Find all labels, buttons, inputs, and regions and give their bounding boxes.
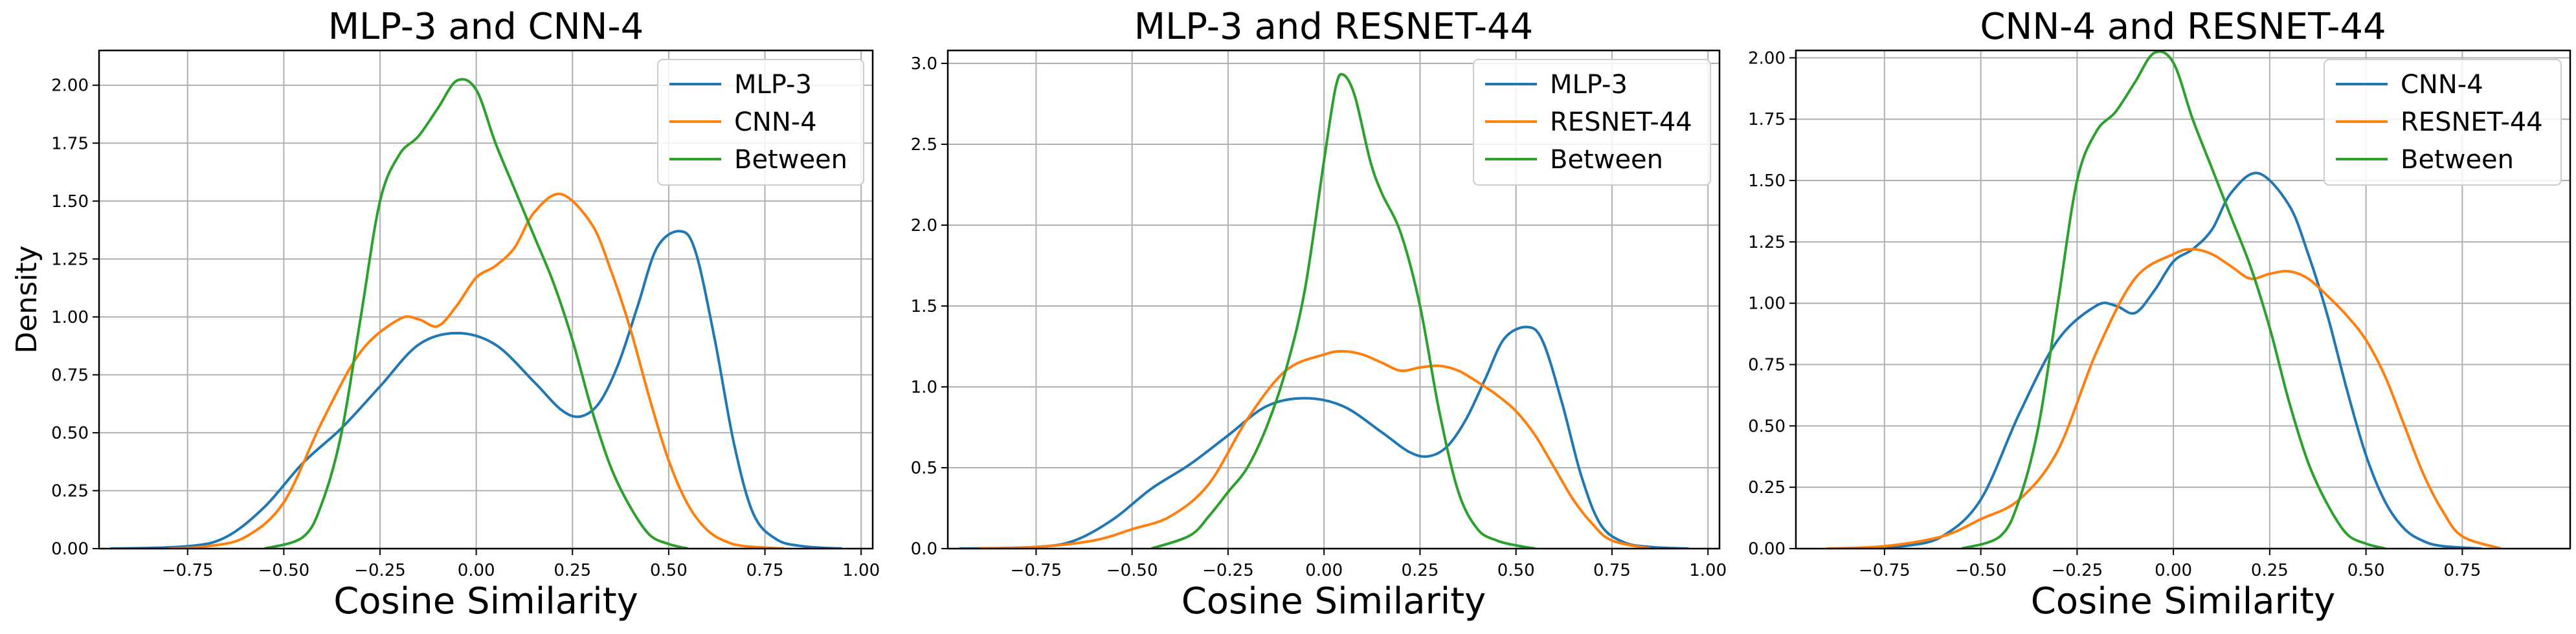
legend-label: MLP-3: [1550, 70, 1628, 100]
series-line: [1826, 248, 2502, 549]
y-tick-label: 0.25: [51, 481, 89, 501]
y-tick-label: 0.75: [1748, 356, 1786, 375]
x-tick-label: 0.50: [1497, 561, 1535, 580]
x-tick-label: −0.50: [1955, 561, 2007, 580]
x-tick-label: 0.25: [2251, 561, 2289, 580]
y-tick-label: 1.5: [911, 297, 937, 316]
x-tick-label: 0.00: [458, 561, 495, 580]
legend-label: Between: [2401, 145, 2514, 175]
series-line: [264, 78, 689, 549]
y-tick-label: 0.0: [911, 540, 937, 559]
y-tick-label: 1.50: [1748, 171, 1786, 191]
legend: MLP-3 CNN-4 Between: [657, 59, 864, 186]
y-axis-label: Density: [10, 245, 43, 353]
legend-label: CNN-4: [2401, 70, 2483, 100]
legend-label: CNN-4: [734, 107, 817, 137]
y-tick-label: 2.5: [911, 135, 937, 155]
legend-box: [1473, 59, 1711, 186]
x-tick-label: 0.75: [2443, 561, 2481, 580]
x-axis-label: Cosine Similarity: [2031, 580, 2336, 622]
y-tick-label: 0.00: [51, 540, 89, 559]
legend: CNN-4 RESNET-44 Between: [2324, 59, 2562, 186]
y-tick-label: 0.50: [51, 424, 89, 443]
x-tick-label: 0.00: [2155, 561, 2192, 580]
legend-label: Between: [1550, 145, 1663, 175]
legend: MLP-3 RESNET-44 Between: [1473, 59, 1711, 186]
x-tick-label: 1.00: [842, 561, 880, 580]
y-tick-label: 2.0: [911, 216, 937, 235]
x-tick-label: 1.00: [1689, 561, 1727, 580]
x-tick-label: 0.50: [2347, 561, 2385, 580]
x-tick-label: 0.25: [1401, 561, 1439, 580]
series-line: [1961, 50, 2386, 549]
chart-panel: −0.75 −0.50 −0.25 0.00 0.25 0.50 0.75 1.00 0.0 0.…: [911, 6, 1727, 622]
chart-title: CNN-4 and RESNET-44: [1980, 6, 2386, 48]
x-tick-label: 0.00: [1305, 561, 1343, 580]
plot-frame: [946, 49, 1721, 550]
y-tick-label: 1.25: [1748, 233, 1786, 252]
series-line: [978, 350, 1651, 549]
series-line: [959, 325, 1689, 549]
x-tick-label: −0.75: [1011, 561, 1062, 580]
x-axis-label: Cosine Similarity: [1182, 580, 1486, 622]
y-tick-label: 3.0: [911, 54, 937, 74]
legend-label: RESNET-44: [1550, 107, 1692, 137]
y-tick-label: 2.00: [51, 76, 89, 96]
y-tick-label: 0.5: [911, 459, 937, 478]
x-tick-label: −0.25: [2052, 561, 2103, 580]
x-tick-label: −0.75: [1859, 561, 1910, 580]
chart-title: MLP-3 and RESNET-44: [1134, 6, 1534, 48]
x-tick-label: 0.75: [1593, 561, 1631, 580]
y-tick-label: 1.25: [51, 250, 89, 269]
plot-frame: [1795, 49, 2571, 550]
x-tick-label: 0.25: [554, 561, 591, 580]
y-tick-label: 2.00: [1748, 49, 1786, 68]
x-tick-label: 0.75: [746, 561, 784, 580]
series-line: [1150, 72, 1536, 549]
chart-panel: −0.75 −0.50 −0.25 0.00 0.25 0.50 0.75 0.00 0.25 0…: [1748, 6, 2571, 622]
x-tick-label: −0.50: [1106, 561, 1158, 580]
plot-frame: [98, 49, 874, 550]
x-tick-label: −0.25: [1202, 561, 1254, 580]
x-tick-label: −0.75: [162, 561, 214, 580]
x-tick-label: −0.50: [258, 561, 310, 580]
y-tick-label: 1.75: [1748, 110, 1786, 129]
legend-box: [2324, 59, 2562, 186]
chart-title: MLP-3 and CNN-4: [328, 6, 644, 48]
y-tick-label: 0.50: [1748, 417, 1786, 436]
y-tick-label: 1.0: [911, 378, 937, 397]
legend-label: MLP-3: [734, 70, 812, 100]
legend-label: Between: [734, 145, 847, 175]
y-tick-label: 0.75: [51, 366, 89, 385]
y-tick-label: 0.00: [1748, 540, 1786, 559]
series-line: [1865, 171, 2482, 549]
series-group: [959, 72, 1689, 549]
y-tick-label: 1.50: [51, 192, 89, 212]
series-line: [168, 192, 785, 549]
y-tick-label: 0.25: [1748, 478, 1786, 497]
y-tick-label: 1.00: [51, 308, 89, 327]
chart-panel: −0.75 −0.50 −0.25 0.00 0.25 0.50 0.75 1.00 0.00 0…: [10, 6, 880, 622]
series-group: [1826, 50, 2502, 549]
x-tick-label: 0.50: [650, 561, 688, 580]
y-tick-label: 1.75: [51, 134, 89, 153]
series-group: [110, 78, 842, 549]
legend-box: [657, 59, 864, 186]
x-axis-label: Cosine Similarity: [333, 580, 638, 622]
legend-label: RESNET-44: [2401, 107, 2543, 137]
x-tick-label: −0.25: [354, 561, 406, 580]
y-tick-label: 1.00: [1748, 294, 1786, 314]
